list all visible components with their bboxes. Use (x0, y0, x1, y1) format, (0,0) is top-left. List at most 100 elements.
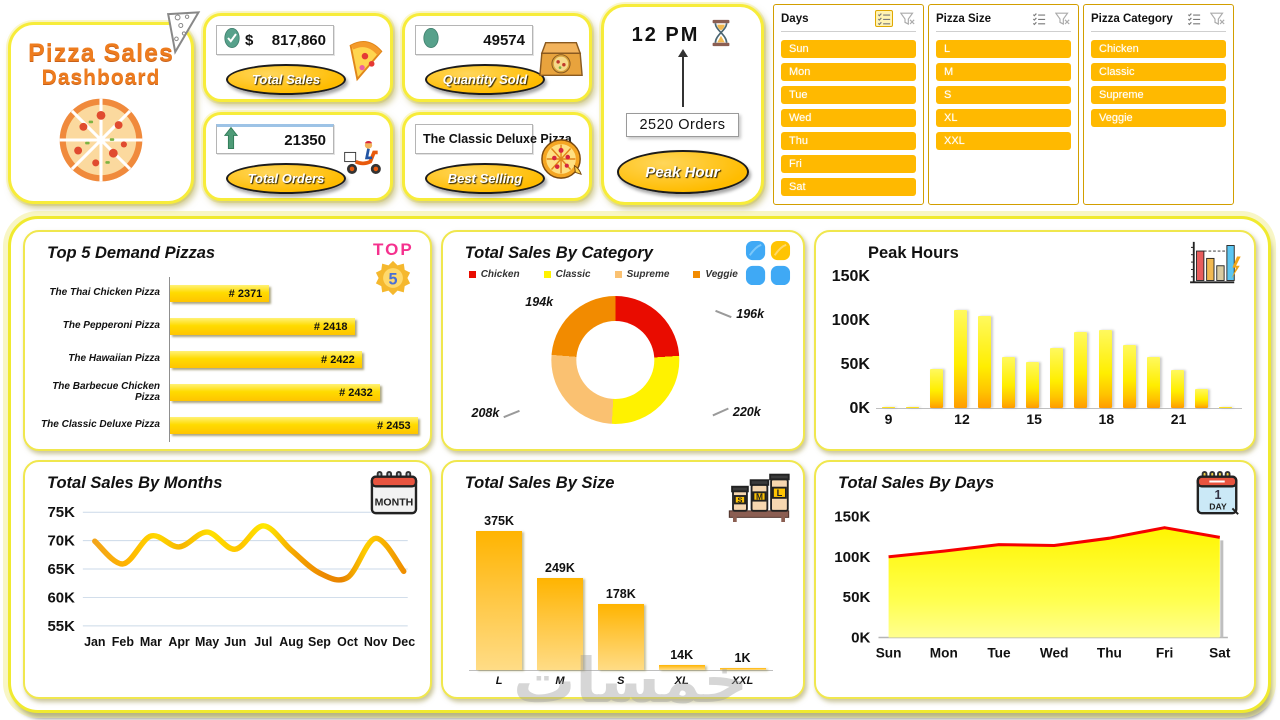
peak-hours-xtick (1123, 411, 1136, 427)
peak-hours-bar (881, 406, 895, 408)
donut-value: 220k (732, 405, 761, 420)
pizza-slice-icon (343, 38, 385, 87)
quantity-sold-value: 49574 (483, 31, 525, 49)
multiselect-icon[interactable] (1030, 10, 1048, 27)
slicer-item-veggie[interactable]: Veggie (1091, 109, 1226, 127)
svg-text:Wed: Wed (1040, 646, 1069, 661)
peak-hours-xtick (1050, 411, 1063, 427)
peak-hours-bar (1098, 329, 1112, 408)
slicer-item-wed[interactable]: Wed (781, 109, 916, 127)
svg-text:5: 5 (389, 270, 398, 288)
legend-swatch (693, 271, 701, 278)
svg-text:Fri: Fri (1156, 646, 1173, 661)
slicer-item-l[interactable]: L (936, 40, 1071, 58)
peak-hours-x-axis: 9 12 15 18 21 (828, 409, 1242, 427)
slicer-item-fri[interactable]: Fri (781, 155, 916, 173)
clear-filter-icon[interactable] (1208, 10, 1226, 27)
slicers: Days Sun Mon Tue Wed Thu Fri Sat Pizza Size L M S XL… (773, 4, 1234, 205)
donut-label-194k: 194k (525, 295, 553, 309)
multiselect-icon[interactable] (1185, 10, 1203, 27)
size-bar-slot: 375K (473, 514, 525, 670)
peak-arrow-up (677, 48, 688, 108)
svg-text:Tue: Tue (987, 646, 1011, 661)
peak-hours-bar (1194, 388, 1208, 408)
slicer-item-thu[interactable]: Thu (781, 132, 916, 150)
top5-value-label: # 2453 (377, 419, 411, 432)
pizza-box-icon (538, 38, 584, 85)
chart-title-days: Total Sales By Days (837, 473, 995, 492)
peak-hours-ytick: 150K (831, 268, 870, 285)
slicer-item-mon[interactable]: Mon (781, 63, 916, 81)
svg-text:M: M (756, 491, 763, 501)
svg-text:Feb: Feb (112, 635, 135, 649)
peak-hours-xtick: 9 (884, 411, 893, 427)
clear-filter-icon[interactable] (1053, 10, 1071, 27)
legend-label: Veggie (705, 269, 738, 280)
slicer-item-xxl[interactable]: XXL (936, 132, 1071, 150)
top5-badge-icon: TOP 5 (373, 240, 414, 301)
sales-by-category-card: Total Sales By Category Chicken Classic Su… (440, 230, 805, 451)
slicer-title-pizza-category: Pizza Category (1091, 12, 1173, 25)
slicer-pizza-size: Pizza Size L M S XL XXL (928, 4, 1079, 205)
best-selling-label: Best Selling (425, 163, 545, 194)
svg-text:Nov: Nov (364, 635, 388, 649)
slicer-header-pizza-category: Pizza Category (1091, 10, 1226, 32)
slicer-item-tue[interactable]: Tue (781, 86, 916, 104)
total-sales-card: $ 817,860 Total Sales (203, 13, 393, 102)
top5-bar: # 2432 (170, 384, 380, 401)
best-selling-value-box: The Classic Deluxe Pizza (415, 124, 572, 154)
multiselect-icon[interactable] (875, 10, 893, 27)
top5-category-label: The Thai Chicken Pizza (49, 287, 160, 299)
svg-text:Jun: Jun (224, 635, 246, 649)
svg-text:Jul: Jul (254, 635, 272, 649)
slicer-item-xl[interactable]: XL (936, 109, 1071, 127)
quantity-sold-card: 49574 Quantity Sold (402, 13, 592, 102)
size-bar-slot: 178K (595, 587, 647, 670)
svg-text:Jan: Jan (84, 635, 105, 649)
size-value-label: 375K (484, 514, 515, 529)
chart-title-category: Total Sales By Category (464, 244, 653, 262)
slicer-item-classic[interactable]: Classic (1091, 63, 1226, 81)
hourglass-icon (709, 19, 733, 52)
kpi-column-2: 49574 Quantity Sold The Classic Deluxe P… (402, 13, 592, 201)
slicer-item-supreme[interactable]: Supreme (1091, 86, 1226, 104)
svg-text:Mar: Mar (140, 635, 162, 649)
size-value-label: 1K (734, 650, 751, 665)
slicer-item-sun[interactable]: Sun (781, 40, 916, 58)
donut-value: 196k (736, 306, 765, 321)
svg-text:65K: 65K (47, 561, 75, 578)
svg-text:Oct: Oct (337, 635, 358, 649)
size-xtick: S (617, 674, 625, 687)
charts-panel: Top 5 Demand Pizzas TOP 5 The Thai Chick… (8, 216, 1271, 713)
legend-label: Chicken (480, 269, 520, 280)
slicer-title-days: Days (781, 12, 809, 25)
peak-hours-xtick: 18 (1098, 411, 1115, 427)
donut-label-196k: 196k (715, 307, 764, 321)
slicer-days: Days Sun Mon Tue Wed Thu Fri Sat (773, 4, 924, 205)
oval-icon (423, 27, 439, 54)
peak-hours-bars (875, 277, 1242, 409)
pizza-slice-decoration-icon (151, 1, 205, 65)
size-value-label: 14K (670, 647, 694, 662)
slicer-item-chicken[interactable]: Chicken (1091, 40, 1226, 58)
top5-row: The Thai Chicken Pizza # 2371 (37, 277, 418, 310)
svg-text:75K: 75K (47, 504, 75, 521)
peak-hours-bar (1026, 362, 1040, 408)
chart-title-months: Total Sales By Months (47, 473, 223, 492)
peak-hours-xtick (978, 411, 991, 427)
peak-hours-bar (1146, 356, 1160, 408)
peak-hours-xtick (1147, 411, 1160, 427)
peak-hours-xtick (1219, 411, 1232, 427)
slicer-item-m[interactable]: M (936, 63, 1071, 81)
leader-line (503, 409, 520, 418)
slicer-item-s[interactable]: S (936, 86, 1071, 104)
slicer-item-sat[interactable]: Sat (781, 178, 916, 196)
days-area-chart: 150K 100K 50K 0K Sun Mon Tue Wed Thu Fri Sat (834, 508, 1231, 661)
size-bar-slot: 14K (656, 648, 708, 670)
peak-hours-xtick (1002, 411, 1015, 427)
svg-text:MONTH: MONTH (374, 496, 413, 508)
size-bar (719, 667, 766, 670)
chart-title-peak-hours: Peak Hours (867, 244, 959, 262)
svg-text:150K: 150K (834, 508, 870, 525)
clear-filter-icon[interactable] (898, 10, 916, 27)
